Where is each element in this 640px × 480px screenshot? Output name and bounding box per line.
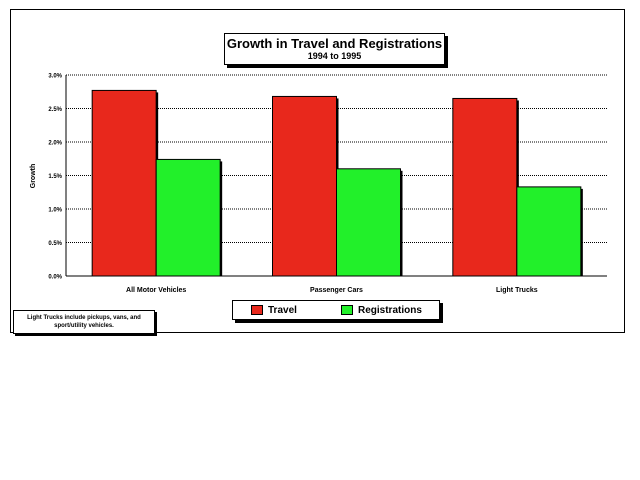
footnote-text: Light Trucks include pickups, vans, and … — [27, 315, 141, 329]
legend-item-registrations: Registrations — [341, 304, 422, 316]
legend-label-travel: Travel — [268, 304, 297, 316]
y-tick-label: 1.5% — [48, 174, 62, 180]
bar-registrations-passenger-cars — [336, 168, 401, 277]
bar-registrations-light-trucks — [516, 186, 582, 277]
legend-swatch-registrations — [341, 305, 353, 315]
footnote-box: Light Trucks include pickups, vans, and … — [13, 310, 155, 334]
y-tick-label: 2.0% — [48, 141, 62, 147]
chart-legend: Travel Registrations — [232, 300, 440, 320]
legend-swatch-travel — [251, 305, 263, 315]
bar-travel-light-trucks — [452, 97, 518, 277]
y-tick-label: 2.5% — [48, 107, 62, 113]
y-tick-label: 0.5% — [48, 241, 62, 247]
x-tick-label: All Motor Vehicles — [126, 287, 186, 294]
chart-title: Growth in Travel and Registrations — [226, 36, 443, 51]
chart-title-box: Growth in Travel and Registrations 1994 … — [224, 33, 445, 65]
y-tick-label: 1.0% — [48, 208, 62, 214]
y-axis-label: Growth — [30, 164, 37, 189]
x-tick-label: Passenger Cars — [310, 287, 363, 294]
bar-travel-all-motor-vehicles — [91, 89, 157, 277]
y-tick-label: 3.0% — [48, 74, 62, 80]
y-tick-label: 0.0% — [48, 275, 62, 281]
chart-subtitle: 1994 to 1995 — [307, 51, 362, 61]
bar-travel-passenger-cars — [272, 95, 337, 277]
x-tick-label: Light Trucks — [496, 287, 538, 294]
legend-label-registrations: Registrations — [358, 304, 422, 316]
bar-registrations-all-motor-vehicles — [155, 158, 221, 277]
legend-item-travel: Travel — [251, 304, 297, 316]
